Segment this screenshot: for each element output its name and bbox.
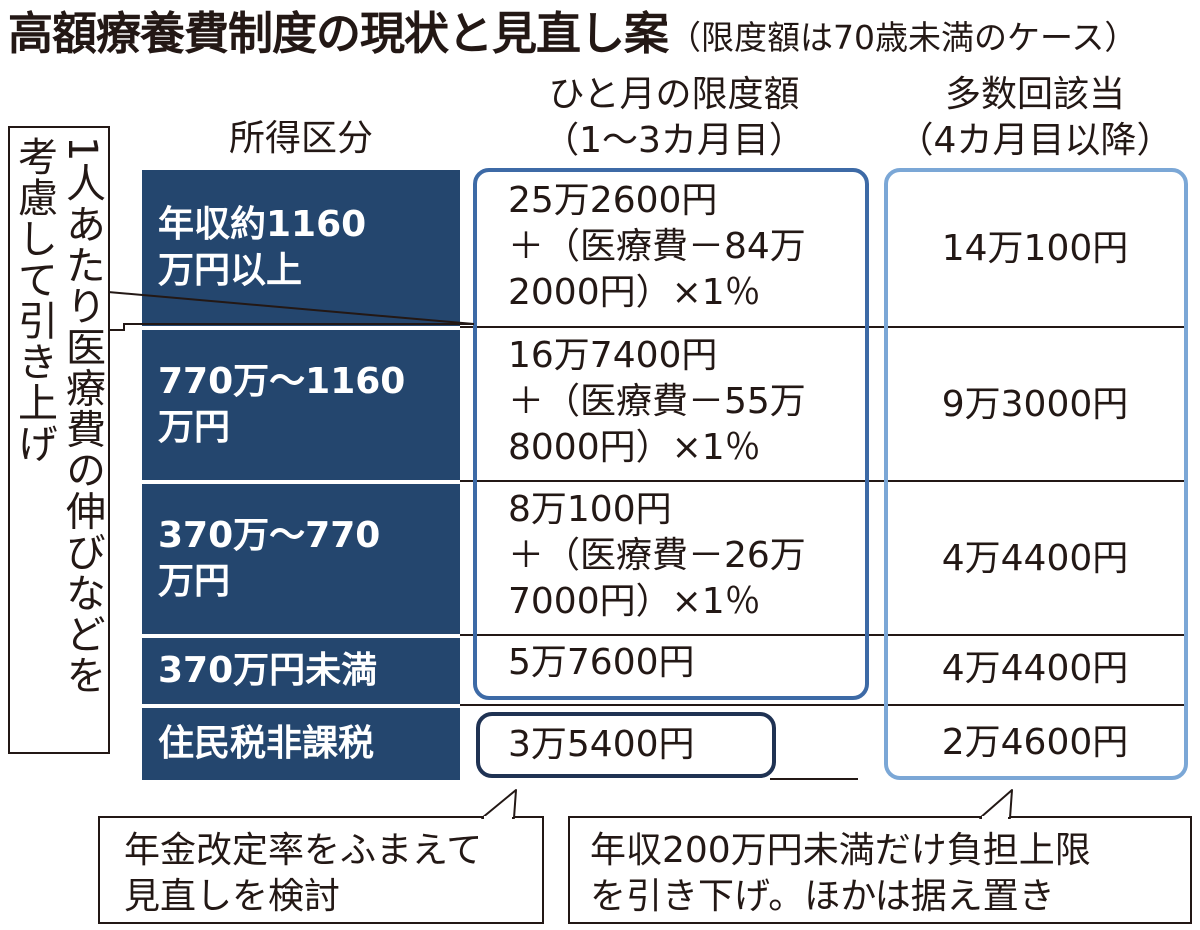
monthly-limit-row-2: 16万7400円 ＋（医療費－55万 8000円）×1％ [508,333,806,471]
column-header-income: 所得区分 [228,118,373,159]
current-monthly-limit-box [473,168,869,700]
column-header-monthly-line2: （1～3カ月目） [543,120,805,161]
leader-line-upper [107,291,475,325]
row-divider [460,326,1188,328]
side-note-line1: 1人あたり医療費の伸びなどを [59,136,105,696]
side-note-line2: 考慮して引き上げ [11,136,57,464]
income-row-1-line2: 万円以上 [158,250,303,291]
monthly-limit-row-2-line3: 8000円）×1％ [508,427,761,468]
callout-left: 年金改定率をふまえて 見直しを検討 [98,816,544,924]
side-note: 1人あたり医療費の伸びなどを 考慮して引き上げ [8,126,110,754]
column-header-repeat-line2: （4カ月目以降） [897,120,1173,161]
callout-right-line2: を引き下げ。ほかは据え置き [590,876,1055,917]
callout-left-pointer [481,789,517,819]
row-divider [770,778,858,780]
row-divider [460,634,1188,636]
non-taxable-limit-box [476,712,776,778]
income-row-5: 住民税非課税 [142,708,460,780]
monthly-limit-row-2-line2: ＋（医療費－55万 [508,381,806,422]
leader-line-lower [108,323,474,331]
income-row-3: 370万～770 万円 [142,484,460,634]
callout-right-line1: 年収200万円未満だけ負担上限 [590,830,1091,871]
income-row-3-line2: 万円 [158,561,231,602]
income-row-2-line2: 万円 [158,407,231,448]
subtitle-text: （限度額は70歳未満のケース） [668,18,1138,57]
monthly-limit-row-3-line1: 8万100円 [508,489,672,530]
monthly-limit-row-5: 3万5400円 [508,724,695,765]
column-header-monthly: ひと月の限度額 （1～3カ月目） [478,72,870,164]
income-row-4-line1: 370万円未満 [158,650,378,691]
callout-right-pointer [979,789,1013,819]
column-header-repeat-line1: 多数回該当 [944,74,1125,115]
income-row-1-line1: 年収約1160 [158,204,367,245]
income-row-5-line1: 住民税非課税 [158,723,375,764]
callout-left-line2: 見直しを検討 [124,876,341,917]
monthly-limit-row-3-line3: 7000円）×1％ [508,581,761,622]
repeat-limit-row-1: 14万100円 [941,228,1129,269]
column-header-repeat: 多数回該当 （4カ月目以降） [885,72,1185,164]
column-header-monthly-line1: ひと月の限度額 [548,74,800,115]
repeat-limit-row-2: 9万3000円 [941,384,1129,425]
callout-right: 年収200万円未満だけ負担上限 を引き下げ。ほかは据え置き [568,816,1192,924]
income-row-4: 370万円未満 [142,638,460,704]
repeat-limit-row-4: 4万4400円 [941,648,1129,689]
chart-title: 高額療養費制度の現状と見直し案（限度額は70歳未満のケース） [8,2,1137,66]
monthly-limit-row-1-line2: ＋（医療費－84万 [508,226,806,267]
monthly-limit-row-1: 25万2600円 ＋（医療費－84万 2000円）×1％ [508,178,806,316]
monthly-limit-row-1-line1: 25万2600円 [508,180,718,221]
income-row-3-line1: 370万～770 [158,515,381,556]
income-row-2: 770万～1160 万円 [142,330,460,480]
monthly-limit-row-3-line2: ＋（医療費－26万 [508,535,806,576]
income-row-2-line1: 770万～1160 [158,361,406,402]
monthly-limit-row-2-line1: 16万7400円 [508,335,718,376]
monthly-limit-row-4: 5万7600円 [508,642,695,683]
repeat-limit-row-3: 4万4400円 [941,538,1129,579]
monthly-limit-row-1-line3: 2000円）×1％ [508,272,761,313]
title-text: 高額療養費制度の現状と見直し案 [8,7,669,60]
repeat-limit-box [884,168,1188,780]
repeat-limit-row-5: 2万4600円 [941,722,1129,763]
row-divider [460,704,1188,706]
monthly-limit-row-3: 8万100円 ＋（医療費－26万 7000円）×1％ [508,487,806,625]
row-divider [460,480,1188,482]
callout-left-line1: 年金改定率をふまえて [124,830,483,871]
